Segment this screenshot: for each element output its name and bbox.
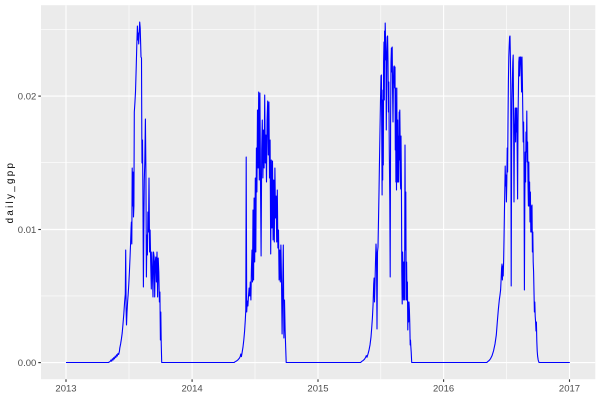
svg-text:2014: 2014 xyxy=(182,384,203,395)
svg-text:2015: 2015 xyxy=(307,384,328,395)
svg-text:2017: 2017 xyxy=(559,384,580,395)
svg-text:2013: 2013 xyxy=(55,384,76,395)
svg-text:0.01: 0.01 xyxy=(18,225,37,236)
svg-text:2016: 2016 xyxy=(433,384,454,395)
svg-text:0.00: 0.00 xyxy=(18,358,37,369)
svg-text:daily_gpp: daily_gpp xyxy=(5,161,16,224)
svg-text:0.02: 0.02 xyxy=(18,91,37,102)
